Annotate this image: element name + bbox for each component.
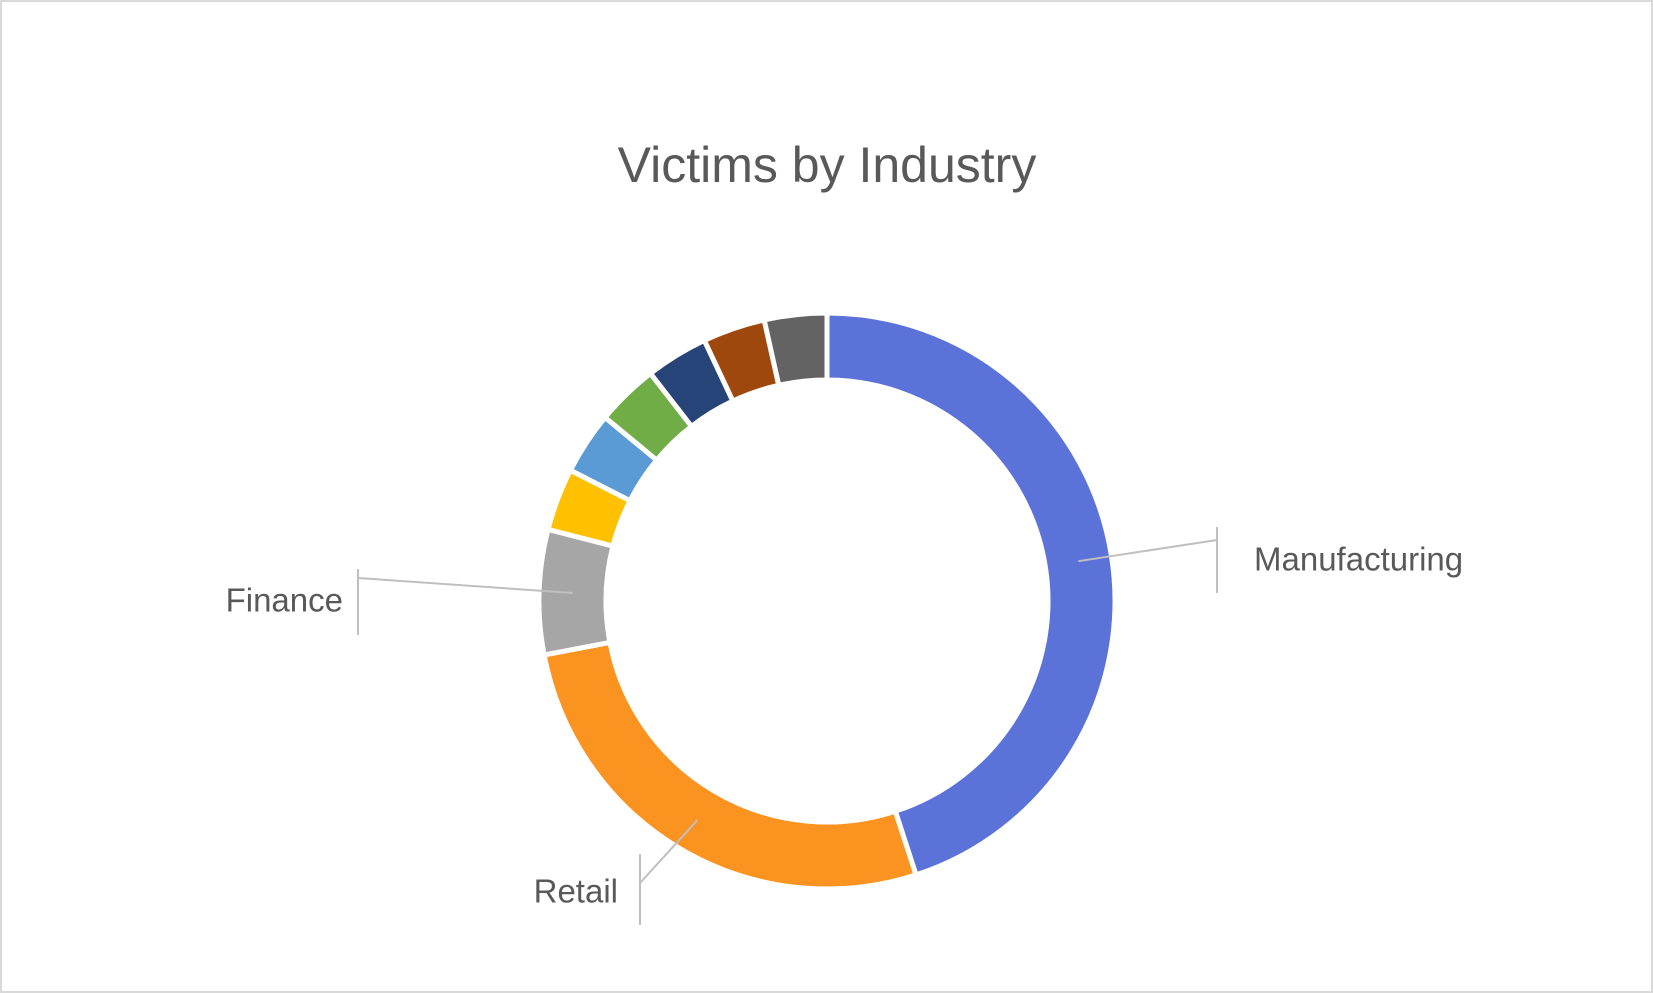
donut-slice bbox=[824, 310, 1118, 879]
chart-title: Victims by Industry bbox=[618, 137, 1037, 193]
slice-label: Manufacturing bbox=[1254, 541, 1463, 578]
leader-line bbox=[639, 819, 699, 884]
slice-label: Retail bbox=[534, 873, 618, 910]
leader-line bbox=[1078, 539, 1218, 563]
leader-line bbox=[357, 577, 573, 595]
slice-label: Finance bbox=[226, 582, 343, 619]
donut-slice bbox=[761, 310, 830, 389]
